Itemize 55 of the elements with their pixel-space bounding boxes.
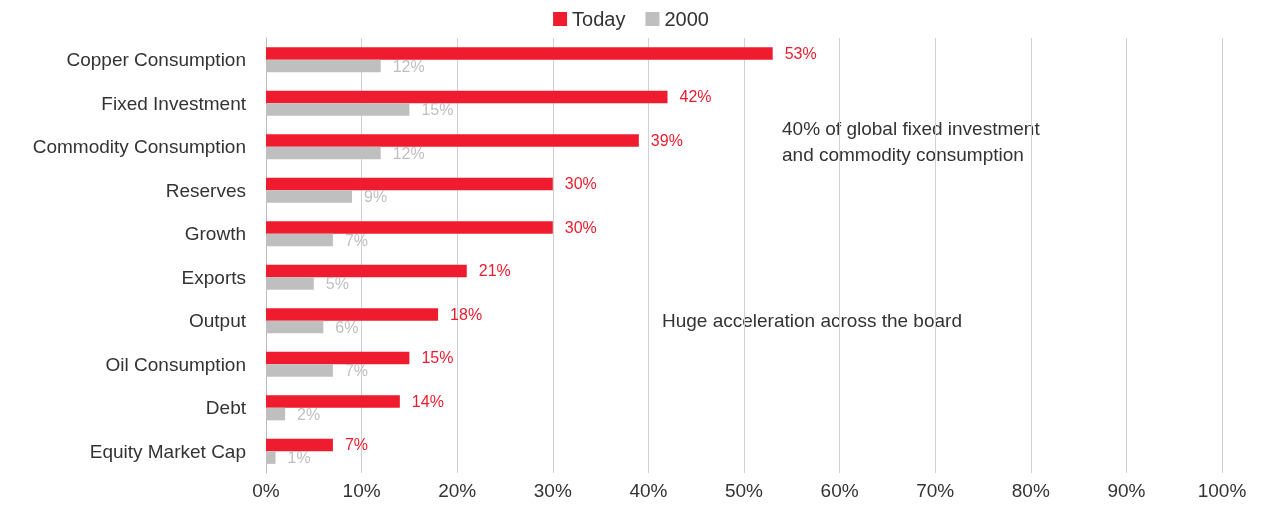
y-tick-label: Growth	[184, 223, 246, 245]
x-tick-label: 30%	[533, 480, 572, 501]
annotation: 40% of global fixed investment and commodity consumption	[782, 117, 1041, 165]
data-label: 5%	[325, 275, 349, 293]
data-label: 30%	[564, 218, 597, 236]
data-label: 6%	[335, 318, 359, 336]
data-label: 18%	[450, 305, 483, 323]
legend-label: Today	[572, 8, 626, 30]
annotation: Huge acceleration across the board	[662, 309, 962, 331]
x-tick-label: 60%	[820, 480, 859, 501]
y-tick-label: Oil Consumption	[105, 353, 246, 375]
bar	[266, 177, 553, 191]
legend-label: 2000	[664, 8, 709, 30]
data-label: 12%	[392, 144, 425, 162]
y-tick-label: Equity Market Cap	[89, 440, 246, 462]
bar	[266, 47, 773, 60]
bar	[266, 351, 410, 365]
data-label: 39%	[650, 131, 683, 149]
data-label: 12%	[392, 57, 425, 75]
x-tick-label: 20%	[438, 480, 477, 501]
y-tick-label: Debt	[205, 397, 247, 419]
bar	[266, 308, 439, 321]
data-label: 7%	[344, 231, 369, 249]
x-tick-label: 0%	[252, 480, 280, 501]
data-label: 14%	[411, 392, 444, 410]
bar	[266, 221, 553, 234]
data-label: 21%	[478, 262, 511, 280]
x-tick-label: 90%	[1107, 480, 1146, 501]
y-tick-label: Commodity Consumption	[32, 136, 246, 158]
bar	[266, 395, 400, 408]
x-tick-label: 50%	[724, 480, 764, 501]
bar	[266, 134, 639, 147]
bar	[266, 90, 668, 104]
y-tick-label: Fixed Investment	[101, 92, 247, 114]
y-tick-label: Exports	[181, 266, 246, 288]
data-label: 2%	[297, 405, 321, 423]
data-label: 15%	[421, 349, 454, 367]
data-label: 7%	[344, 362, 369, 380]
x-tick-label: 100%	[1197, 480, 1247, 501]
x-tick-label: 10%	[342, 480, 381, 501]
data-label: 9%	[364, 188, 388, 206]
y-tick-label: Reserves	[165, 179, 246, 201]
data-label: 7%	[344, 436, 369, 454]
data-label: 30%	[564, 175, 597, 193]
data-label: 15%	[421, 101, 454, 119]
data-label: 1%	[287, 449, 311, 467]
data-label: 42%	[679, 88, 712, 106]
y-tick-label: Output	[188, 310, 247, 332]
x-tick-label: 70%	[916, 480, 955, 501]
y-tick-label: Copper Consumption	[66, 49, 246, 71]
bar	[266, 264, 467, 278]
bar	[266, 438, 333, 452]
x-tick-label: 40%	[629, 480, 668, 501]
x-tick-label: 80%	[1011, 480, 1050, 501]
data-label: 53%	[784, 44, 817, 62]
